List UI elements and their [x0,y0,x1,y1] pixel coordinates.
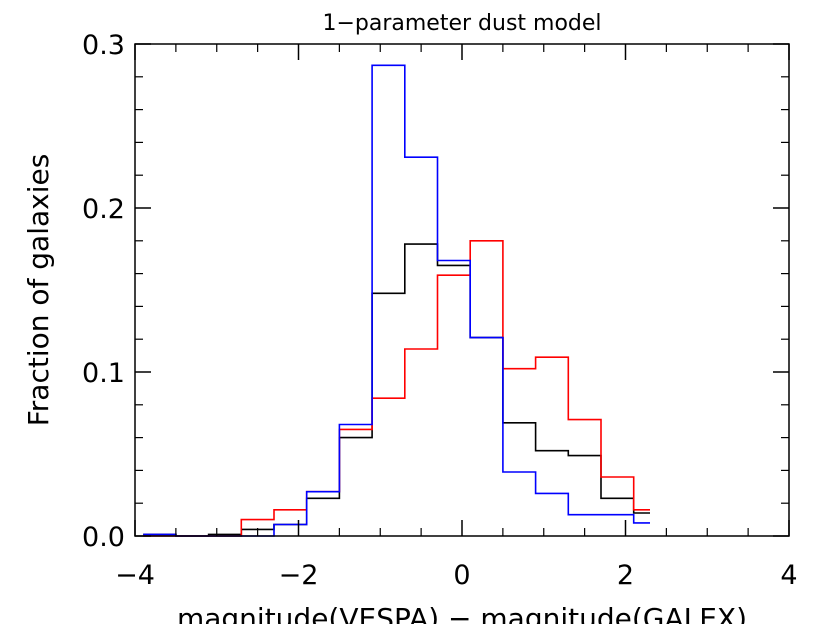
x-tick-label: −4 [115,560,155,591]
y-tick-label: 0.3 [82,30,125,61]
x-tick-label: 0 [453,560,470,591]
y-axis-title: Fraction of galaxies [22,154,55,427]
x-tick-label: 2 [617,560,634,591]
chart-title: 1−parameter dust model [322,11,601,36]
x-tick-label: −2 [279,560,319,591]
ticks-layer: −4 −2 0 2 4 0.0 0.1 0.2 0.3 [82,30,798,591]
series-2-line [143,240,650,537]
y-tick-label: 0.2 [82,194,125,225]
y-tick-label: 0.1 [82,358,125,389]
x-tick-label: 4 [780,560,797,591]
x-axis-title: magnitude(VESPA) − magnitude(GALEX) [177,602,747,624]
plot-frame [134,43,790,537]
y-tick-label: 0.0 [82,522,125,553]
